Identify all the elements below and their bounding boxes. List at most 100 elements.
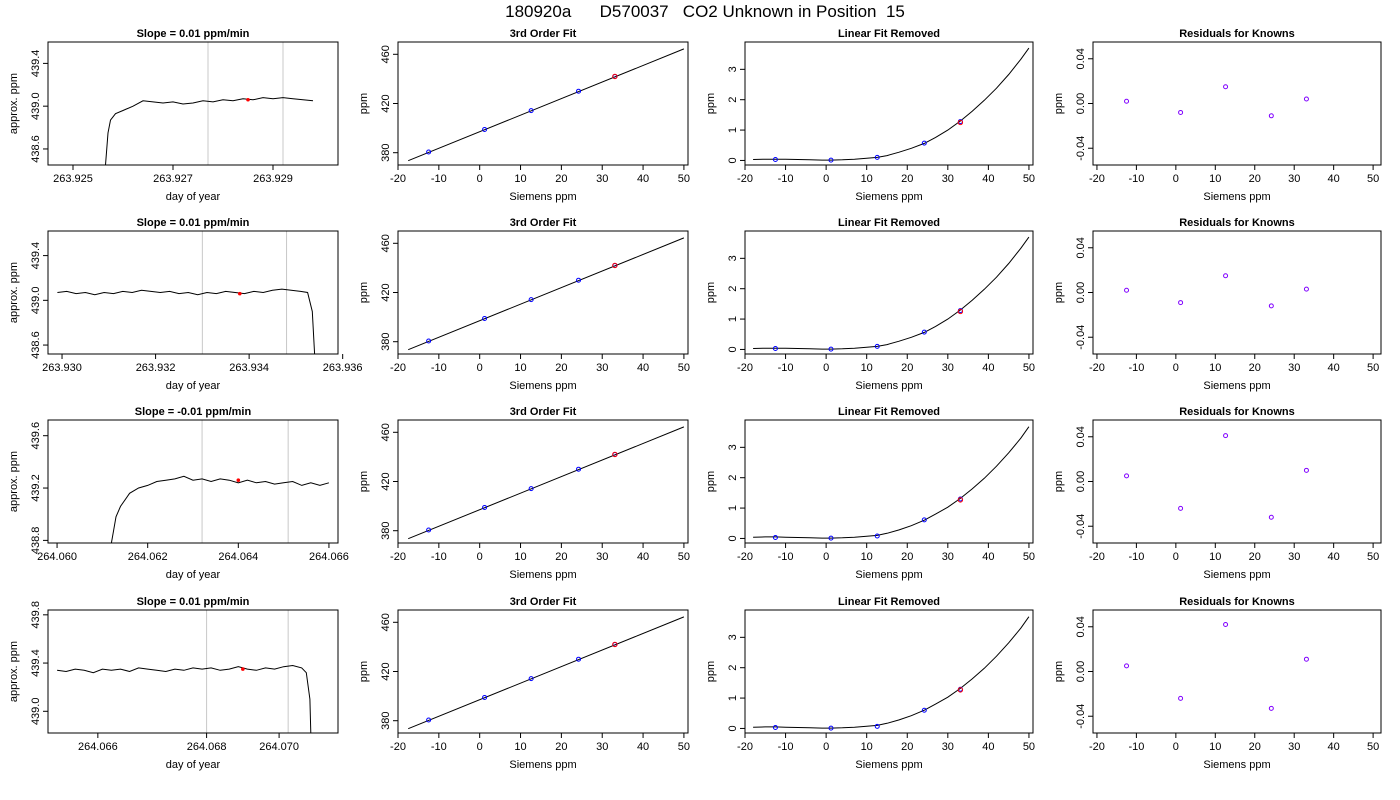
x-axis-label: Siemens ppm [509, 569, 576, 581]
x-axis-label: Siemens ppm [855, 191, 922, 203]
x-axis-label: Siemens ppm [509, 380, 576, 392]
x-tick-label: 10 [1209, 362, 1221, 374]
panel-fit-row-1: 3rd Order Fit -20 -10 0 10 20 30 40 50 380 420 460 S… [358, 28, 690, 203]
residual-point [1124, 98, 1130, 104]
panel-title: Slope = 0.01 ppm/min [137, 28, 250, 40]
panel-title: Linear Fit Removed [838, 596, 940, 608]
x-tick-label: 0 [823, 173, 829, 185]
x-tick-label: 10 [1209, 173, 1221, 185]
known-point [576, 466, 582, 472]
x-tick-label: 30 [942, 362, 954, 374]
unknown-point [612, 73, 618, 80]
known-point [482, 504, 488, 510]
plot-area [57, 231, 316, 354]
plot-frame [744, 41, 1034, 166]
x-tick-label: 263.932 [136, 362, 176, 374]
unknown-mean-point [246, 97, 250, 102]
y-tick-label: 438.6 [30, 331, 42, 359]
x-tick-label: 0 [477, 551, 483, 563]
known-point [482, 694, 488, 700]
x-tick-label: 10 [1209, 551, 1221, 563]
y-tick-label: 3 [727, 444, 739, 450]
y-tick-label: 1 [727, 505, 739, 511]
y-axis-label: ppm [1053, 93, 1065, 114]
known-point [921, 517, 927, 523]
y-tick-label: 0.04 [1075, 237, 1087, 258]
residual-point [1178, 109, 1184, 115]
plot-frame [47, 419, 339, 544]
x-tick-label: -20 [1089, 362, 1105, 374]
plot-area [408, 616, 685, 730]
y-tick-label: 439.6 [30, 422, 42, 450]
plot-frame [47, 609, 339, 734]
known-point [528, 676, 534, 682]
x-tick-label: 40 [982, 551, 994, 563]
x-tick-label: -10 [1128, 362, 1144, 374]
y-tick-label: 460 [380, 423, 392, 441]
plot-frame [47, 230, 339, 355]
x-tick-label: 50 [1023, 741, 1035, 753]
plot-area [753, 47, 1030, 163]
known-point [772, 725, 778, 731]
plot-area [110, 420, 330, 543]
known-point [426, 338, 432, 344]
x-axis-label: Siemens ppm [855, 759, 922, 771]
residual-point [1223, 273, 1229, 279]
panel-title: Residuals for Knowns [1179, 596, 1295, 608]
y-tick-label: 439.0 [30, 287, 42, 315]
x-tick-label: 10 [861, 741, 873, 753]
y-tick-label: 2 [727, 286, 739, 292]
y-axis-label: ppm [358, 93, 370, 114]
x-tick-label: 10 [514, 551, 526, 563]
y-axis-label: ppm [705, 471, 717, 492]
x-tick-label: -20 [390, 173, 406, 185]
x-tick-label: -20 [737, 173, 753, 185]
plot-area [753, 616, 1030, 731]
x-tick-label: 10 [514, 173, 526, 185]
plot-frame [397, 230, 689, 355]
x-tick-label: 0 [1173, 551, 1179, 563]
x-tick-label: 20 [555, 362, 567, 374]
plot-area [1124, 84, 1309, 119]
x-tick-label: -10 [431, 741, 447, 753]
x-tick-label: -10 [778, 173, 794, 185]
x-tick-label: 20 [555, 173, 567, 185]
x-tick-label: 30 [942, 173, 954, 185]
fit-curve [408, 237, 685, 351]
y-tick-label: 0 [727, 346, 739, 352]
panel-linear-removed-row-4: Linear Fit Removed -20 -10 0 10 20 30 40 50 0 1 2 3 S… [705, 596, 1035, 771]
x-tick-label: 30 [596, 173, 608, 185]
y-tick-label: 380 [380, 522, 392, 540]
x-tick-label: 40 [637, 551, 649, 563]
x-tick-label: 264.066 [78, 741, 118, 753]
panel-title: Residuals for Knowns [1179, 406, 1295, 418]
y-tick-label: 3 [727, 634, 739, 640]
y-tick-label: 439.4 [30, 242, 42, 270]
residual-point [1268, 303, 1274, 309]
x-tick-label: -10 [431, 362, 447, 374]
known-point [772, 535, 778, 541]
x-tick-label: -10 [778, 362, 794, 374]
x-tick-label: 0 [823, 551, 829, 563]
y-tick-label: 1 [727, 316, 739, 322]
y-axis-label: approx. ppm [8, 73, 20, 134]
plot-frame [744, 609, 1034, 734]
y-tick-label: 438.6 [30, 135, 42, 163]
y-tick-label: 0 [727, 157, 739, 163]
y-tick-label: 0.00 [1075, 471, 1087, 492]
x-tick-label: 10 [514, 741, 526, 753]
y-tick-label: 2 [727, 475, 739, 481]
x-tick-label: 10 [1209, 741, 1221, 753]
x-tick-label: 0 [823, 741, 829, 753]
x-tick-label: 50 [678, 362, 690, 374]
plot-area [753, 236, 1030, 352]
x-tick-label: 264.068 [187, 741, 227, 753]
x-tick-label: 263.925 [53, 173, 93, 185]
y-tick-label: 438.8 [30, 527, 42, 555]
unknown-point [612, 451, 618, 458]
y-tick-label: 0 [727, 725, 739, 731]
unknown-point [957, 308, 964, 315]
plot-frame [397, 609, 689, 734]
unknown-mean-point [236, 478, 241, 482]
plot-area [408, 48, 685, 162]
